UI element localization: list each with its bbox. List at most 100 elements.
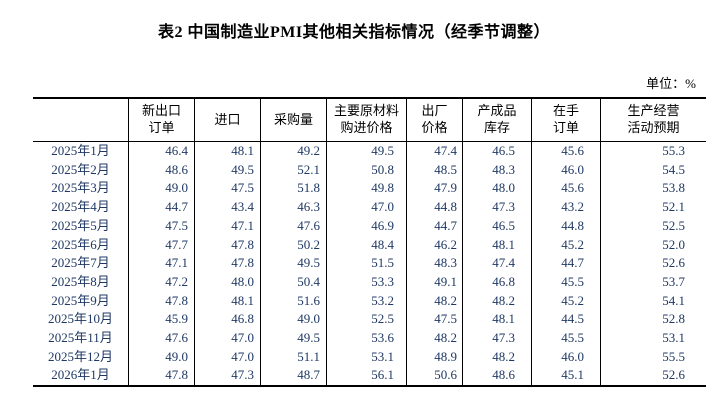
value-cell: 47.4 — [406, 141, 463, 161]
table-row: 2025年10月 45.9 46.8 49.0 52.5 47.5 48.1 44.5 52.8 — [33, 310, 706, 330]
column-header: 生产经营 活动预期 — [600, 98, 706, 142]
value-cell: 46.0 — [531, 160, 601, 180]
table-row: 2025年4月 44.7 43.4 46.3 47.0 44.8 47.3 43.2 52.1 — [33, 198, 706, 217]
value-cell: 48.3 — [462, 160, 532, 180]
value-cell: 47.6 — [260, 216, 327, 236]
value-cell: 47.5 — [194, 179, 261, 199]
value-cell: 49.5 — [326, 141, 407, 161]
value-cell: 53.1 — [326, 347, 407, 367]
value-cell: 55.5 — [600, 347, 706, 367]
value-cell: 47.3 — [462, 329, 532, 348]
value-cell: 49.0 — [260, 310, 327, 330]
month-cell: 2025年12月 — [47, 348, 113, 364]
value-cell: 51.8 — [260, 179, 327, 199]
value-cell: 52.1 — [260, 160, 327, 180]
value-cell: 51.1 — [260, 347, 327, 367]
value-cell: 47.9 — [406, 179, 463, 199]
value-cell: 52.5 — [600, 216, 706, 236]
value-cell: 45.5 — [531, 272, 601, 292]
row-label-column-header — [33, 98, 129, 142]
value-cell: 45.2 — [531, 291, 601, 311]
value-cell: 48.0 — [462, 179, 532, 199]
value-cell: 53.1 — [600, 329, 706, 348]
table-row: 2025年1月 46.4 48.1 49.2 49.5 47.4 46.5 45.6 55.3 — [33, 141, 706, 161]
value-cell: 51.5 — [326, 254, 407, 273]
value-cell: 44.7 — [128, 198, 195, 217]
value-cell: 47.5 — [128, 216, 195, 236]
month-cell: 2025年6月 — [51, 236, 110, 252]
value-cell: 44.8 — [406, 198, 463, 217]
table-row: 2025年11月 47.6 47.0 49.5 53.6 48.2 47.3 45.5 53.1 — [33, 329, 706, 348]
value-cell: 46.0 — [531, 347, 601, 367]
value-cell: 47.1 — [128, 254, 195, 273]
month-cell: 2025年11月 — [48, 330, 113, 346]
value-cell: 49.5 — [260, 329, 327, 348]
month-cell: 2025年9月 — [51, 292, 110, 308]
value-cell: 51.6 — [260, 291, 327, 311]
value-cell: 47.3 — [462, 198, 532, 217]
column-header: 新出口 订单 — [128, 98, 195, 142]
value-cell: 47.8 — [128, 366, 195, 387]
value-cell: 47.0 — [194, 347, 261, 367]
value-cell: 47.2 — [128, 272, 195, 292]
month-cell: 2025年3月 — [51, 180, 110, 196]
value-cell: 48.1 — [194, 141, 261, 161]
value-cell: 47.0 — [326, 198, 407, 217]
column-header: 出厂 价格 — [406, 98, 463, 142]
value-cell: 53.6 — [326, 329, 407, 348]
value-cell: 47.8 — [194, 235, 261, 255]
value-cell: 44.7 — [406, 216, 463, 236]
value-cell: 48.1 — [462, 235, 532, 255]
table-row: 2025年9月 47.8 48.1 51.6 53.2 48.2 48.2 45.2 54.1 — [33, 291, 706, 311]
value-cell: 43.2 — [531, 198, 601, 217]
value-cell: 52.6 — [600, 254, 706, 273]
value-cell: 45.2 — [531, 235, 601, 255]
value-cell: 45.6 — [531, 179, 601, 199]
value-cell: 48.7 — [260, 366, 327, 387]
value-cell: 43.4 — [194, 198, 261, 217]
value-cell: 46.5 — [462, 141, 532, 161]
value-cell: 52.1 — [600, 198, 706, 217]
table-row: 2025年12月 49.0 47.0 51.1 53.1 48.9 48.2 46.0 55.5 — [33, 347, 706, 367]
value-cell: 49.0 — [128, 347, 195, 367]
value-cell: 53.3 — [326, 272, 407, 292]
value-cell: 46.8 — [462, 272, 532, 292]
column-header: 在手 订单 — [531, 98, 601, 142]
month-cell: 2025年10月 — [47, 311, 113, 327]
value-cell: 52.6 — [600, 366, 706, 387]
column-header: 主要原材料 购进价格 — [326, 98, 407, 142]
column-header: 采购量 — [260, 98, 327, 142]
value-cell: 48.6 — [462, 366, 532, 387]
value-cell: 48.3 — [406, 254, 463, 273]
table-body: 2025年1月 46.4 48.1 49.2 49.5 47.4 46.5 45.6 55.3 2… — [33, 141, 706, 387]
value-cell: 48.9 — [406, 347, 463, 367]
pmi-indicators-table: 新出口 订单 进口 采购量 主要原材料 购进价格 出厂 价格 产成品 库存 在手 订单 生产经… — [33, 97, 706, 388]
value-cell: 45.5 — [531, 329, 601, 348]
value-cell: 52.8 — [600, 310, 706, 330]
page-title: 表2 中国制造业PMI其他相关指标情况（经季节调整） — [157, 24, 551, 41]
value-cell: 48.1 — [194, 291, 261, 311]
value-cell: 47.3 — [194, 366, 261, 387]
value-cell: 47.1 — [194, 216, 261, 236]
month-cell: 2025年5月 — [51, 217, 110, 233]
value-cell: 48.5 — [406, 160, 463, 180]
value-cell: 48.2 — [406, 329, 463, 348]
table-row: 2025年2月 48.6 49.5 52.1 50.8 48.5 48.3 46.0 54.5 — [33, 160, 706, 180]
value-cell: 52.5 — [326, 310, 407, 330]
value-cell: 44.7 — [531, 254, 601, 273]
value-cell: 44.5 — [531, 310, 601, 330]
table-row: 2025年7月 47.1 47.8 49.5 51.5 48.3 47.4 44.7 52.6 — [33, 254, 706, 273]
value-cell: 45.6 — [531, 141, 601, 161]
value-cell: 44.8 — [531, 216, 601, 236]
value-cell: 47.0 — [194, 329, 261, 348]
month-cell: 2025年8月 — [51, 273, 110, 289]
value-cell: 49.8 — [326, 179, 407, 199]
month-cell: 2025年2月 — [51, 161, 110, 177]
header-row: 新出口 订单 进口 采购量 主要原材料 购进价格 出厂 价格 产成品 库存 在手 订单 生产经… — [33, 98, 706, 142]
value-cell: 47.8 — [194, 254, 261, 273]
value-cell: 48.2 — [462, 347, 532, 367]
column-header: 进口 — [194, 98, 261, 142]
value-cell: 50.6 — [406, 366, 463, 387]
value-cell: 54.5 — [600, 160, 706, 180]
